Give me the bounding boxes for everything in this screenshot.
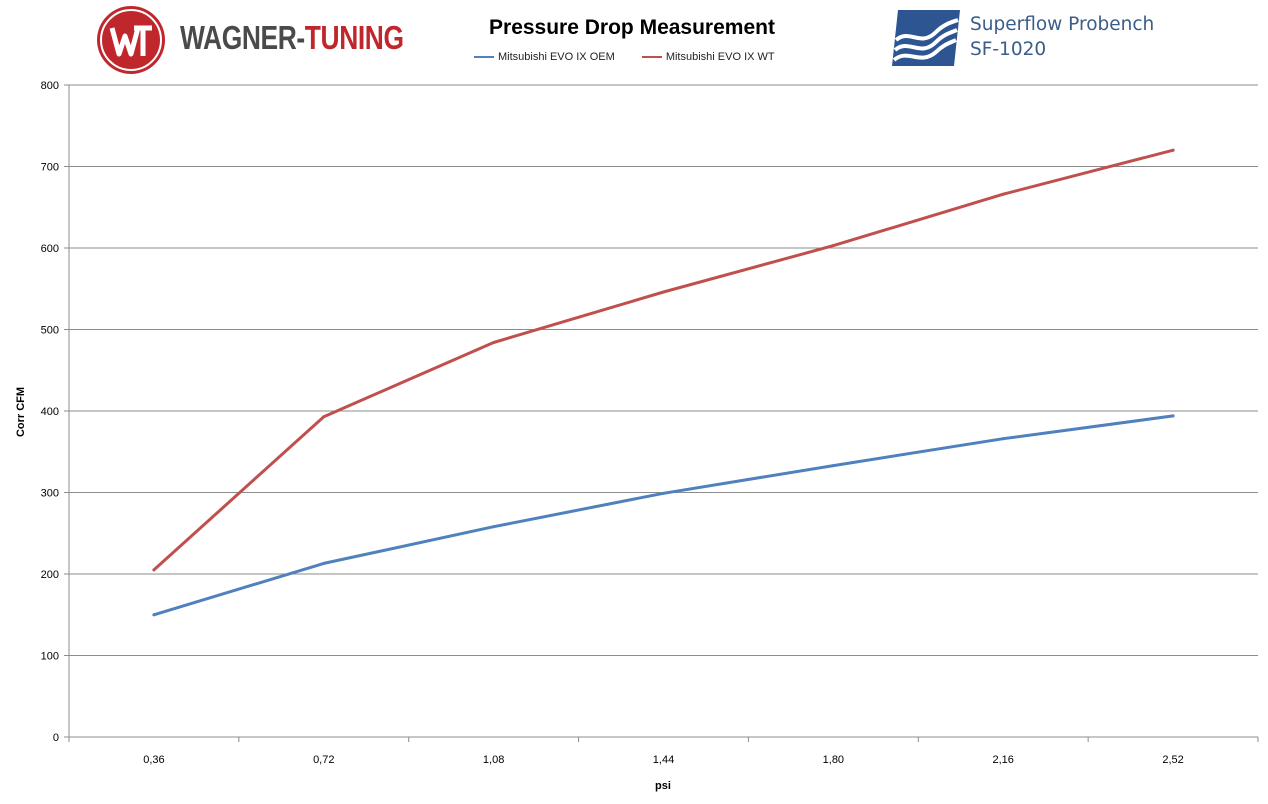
data-point-s0-5 <box>1001 437 1005 441</box>
data-point-s1-4 <box>831 244 835 248</box>
grid-lines <box>69 84 1258 656</box>
wagner-tuning-logo-icon <box>97 6 165 74</box>
x-tick-label: 0,72 <box>313 754 334 766</box>
data-point-s1-0 <box>152 568 156 572</box>
y-tick-label: 300 <box>41 488 59 500</box>
y-tick-label: 400 <box>41 406 59 418</box>
data-point-s1-5 <box>1001 192 1005 196</box>
series-line-1 <box>152 148 1175 572</box>
y-axis-title: Corr CFM <box>15 386 27 438</box>
data-point-s1-2 <box>492 341 496 345</box>
data-point-s1-1 <box>322 415 326 419</box>
data-point-s1-6 <box>1171 148 1175 152</box>
data-point-s1-3 <box>662 290 665 294</box>
data-point-s0-1 <box>322 561 326 565</box>
legend-label-oem: Mitsubishi EVO IX OEM <box>498 51 615 63</box>
data-point-s0-0 <box>152 613 156 617</box>
y-tick-label: 100 <box>41 651 59 663</box>
superflow-logo-icon <box>892 10 960 66</box>
data-point-s0-3 <box>662 491 665 495</box>
data-point-s0-6 <box>1171 414 1175 418</box>
chart-series <box>152 148 1175 617</box>
partner-name: Superflow Probench SF-1020 <box>970 12 1154 62</box>
legend-swatch-oem <box>474 56 494 59</box>
chart-title: Pressure Drop Measurement <box>489 16 775 39</box>
partner-name-line1: Superflow Probench <box>970 14 1155 35</box>
y-tick-label: 200 <box>41 569 59 581</box>
x-tick-label: 2,16 <box>993 754 1014 766</box>
brand-wordmark-left: WAGNER- <box>180 19 305 56</box>
x-axis-title: psi <box>655 780 671 792</box>
x-tick-label: 1,08 <box>483 754 504 766</box>
y-tick-label: 600 <box>41 243 59 255</box>
brand-wordmark-right: TUNING <box>304 19 404 56</box>
data-point-s0-2 <box>492 525 496 529</box>
partner-name-line2: SF-1020 <box>970 39 1047 60</box>
legend-label-wt: Mitsubishi EVO IX WT <box>665 51 775 63</box>
y-tick-label: 700 <box>41 162 59 174</box>
legend-entry-oem: Mitsubishi EVO IX OEM <box>474 51 615 63</box>
x-tick-label: 0,36 <box>143 754 164 766</box>
x-tick-label: 1,44 <box>653 754 674 766</box>
y-tick-label: 800 <box>41 80 59 92</box>
data-point-s0-4 <box>831 464 835 468</box>
legend-entry-wt: Mitsubishi EVO IX WT <box>641 51 775 63</box>
tick-labels: 0 100 200 300 400 500 600 700 800 0,36 0,72 1,08 1,4… <box>41 80 1184 766</box>
series-line-0 <box>152 414 1175 617</box>
legend-swatch-wt <box>641 56 662 59</box>
chart-header: WAGNER-TUNING Pressure Drop Measurement … <box>0 0 1268 80</box>
brand-wordmark: WAGNER-TUNING <box>180 19 404 57</box>
y-tick-label: 0 <box>53 732 59 744</box>
x-tick-label: 2,52 <box>1162 754 1183 766</box>
chart-legend: Mitsubishi EVO IX OEM Mitsubishi EVO IX … <box>474 51 799 63</box>
chart-axes <box>64 84 1259 742</box>
y-tick-label: 500 <box>41 325 59 337</box>
x-tick-label: 1,80 <box>823 754 844 766</box>
